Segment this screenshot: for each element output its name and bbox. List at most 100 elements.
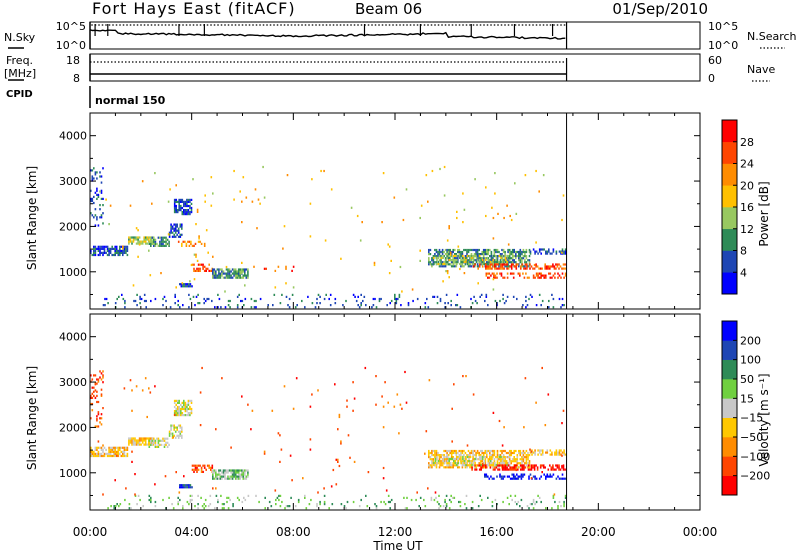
power-cell xyxy=(512,295,515,298)
velocity-cell xyxy=(374,503,376,506)
power-cell xyxy=(507,261,509,264)
velocity-cell xyxy=(215,477,217,480)
power-cell xyxy=(285,267,287,270)
velocity-cell xyxy=(176,426,178,429)
power-cell xyxy=(159,236,161,239)
power-cell xyxy=(181,206,184,210)
power-cell xyxy=(241,272,243,275)
velocity-cell xyxy=(507,461,510,465)
velocity-cell xyxy=(519,505,521,508)
velocity-cell xyxy=(528,464,531,467)
power-cell xyxy=(540,252,542,255)
power-cell xyxy=(537,274,539,277)
power-cell xyxy=(545,274,547,277)
power-cell xyxy=(307,295,309,298)
velocity-cell xyxy=(477,464,479,467)
velocity-cell xyxy=(460,458,462,461)
velocity-cell xyxy=(492,468,495,471)
power-cell xyxy=(233,274,235,277)
power-cell xyxy=(272,304,274,307)
velocity-cell xyxy=(178,491,181,494)
velocity-cell xyxy=(434,457,437,460)
velocity-cell xyxy=(552,473,555,476)
velocity-cell xyxy=(555,464,557,467)
power-cell xyxy=(491,272,494,275)
velocity-cell xyxy=(446,464,448,467)
power-cell xyxy=(454,248,456,252)
power-cell xyxy=(538,248,541,251)
power-cell xyxy=(132,236,135,239)
velocity-cell xyxy=(183,486,186,489)
velocity-cell xyxy=(135,385,138,388)
velocity-cell xyxy=(210,466,212,469)
velocity-cell xyxy=(503,461,505,465)
velocity-cell xyxy=(194,505,196,508)
power-cell xyxy=(135,238,138,241)
power-cell xyxy=(143,299,146,303)
power-cell xyxy=(210,269,212,272)
velocity-cell xyxy=(193,470,195,473)
power-cell xyxy=(191,263,194,266)
velocity-cell xyxy=(516,466,519,469)
velocity-cell xyxy=(466,444,469,447)
velocity-cell xyxy=(154,445,157,448)
velocity-cell xyxy=(212,473,214,476)
velocity-cell xyxy=(396,393,399,396)
power-cell xyxy=(218,272,220,275)
power-cell xyxy=(221,274,223,277)
velocity-cell xyxy=(227,496,230,499)
velocity-cell xyxy=(102,374,104,377)
power-cell xyxy=(548,299,550,303)
power-cell xyxy=(375,306,378,309)
power-cell xyxy=(502,259,505,262)
velocity-cell xyxy=(241,500,244,504)
velocity-cell xyxy=(178,407,180,411)
power-cell xyxy=(178,204,180,208)
velocity-cell xyxy=(527,451,529,455)
power-cell xyxy=(555,267,557,270)
power-cell xyxy=(108,249,110,252)
velocity-cell xyxy=(493,449,496,453)
velocity-cell xyxy=(471,466,473,469)
velocity-cell xyxy=(431,449,433,453)
velocity-cell xyxy=(123,387,126,390)
power-cell xyxy=(150,240,152,243)
noise-right-tick-bottom: 10^0 xyxy=(708,39,738,52)
velocity-cell xyxy=(196,464,198,467)
power-cell xyxy=(442,254,444,257)
velocity-cell xyxy=(415,498,417,502)
velocity-cell xyxy=(166,445,169,448)
power-cell xyxy=(456,258,458,262)
velocity-cell xyxy=(472,463,475,467)
power-cell xyxy=(497,212,499,215)
velocity-cell xyxy=(471,463,473,467)
power-cell xyxy=(495,250,497,254)
power-cell xyxy=(558,250,561,253)
velocity-cell xyxy=(228,477,231,480)
power-cell xyxy=(558,274,561,277)
power-cell xyxy=(173,235,175,238)
velocity-cell xyxy=(503,468,505,471)
velocity-cell xyxy=(138,437,141,440)
power-cell xyxy=(459,267,461,271)
power-cell xyxy=(122,245,124,248)
velocity-cell xyxy=(241,471,243,474)
velocity-cell xyxy=(126,452,129,455)
power-cell xyxy=(446,239,449,242)
velocity-cell xyxy=(131,443,133,446)
power-cell xyxy=(237,268,240,271)
freq-panel: Freq. [MHz] 18 8 60 0 Nave xyxy=(4,53,775,85)
velocity-cell xyxy=(382,466,385,470)
velocity-colorbar-tick-label: −100 xyxy=(740,450,770,463)
power-cell xyxy=(507,263,509,266)
velocity-cell xyxy=(91,396,94,399)
velocity-cell xyxy=(108,450,110,453)
power-cell xyxy=(484,253,487,256)
power-cell xyxy=(544,265,546,268)
power-cell xyxy=(362,299,364,303)
velocity-cell xyxy=(165,437,167,440)
velocity-cell xyxy=(309,405,312,408)
velocity-cell xyxy=(532,475,535,478)
power-cell xyxy=(148,249,150,252)
velocity-cell xyxy=(387,500,390,504)
